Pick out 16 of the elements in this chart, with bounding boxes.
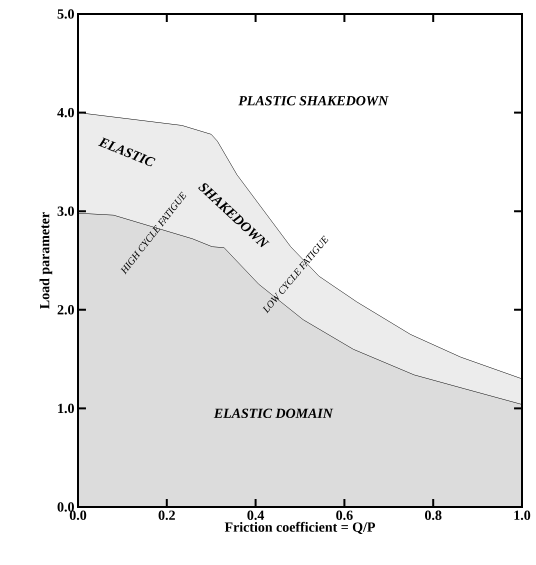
- x-tick-label: 0.8: [425, 510, 442, 520]
- y-tick-label: 0.0: [58, 502, 74, 512]
- y-tick-label: 3.0: [58, 206, 74, 216]
- annotation: PLASTIC SHAKEDOWN: [238, 96, 389, 106]
- y-tick-label: 4.0: [57, 108, 74, 118]
- y-tick-label: 2.0: [58, 305, 74, 315]
- annotation: ELASTIC DOMAIN: [214, 408, 334, 418]
- y-tick-label: 1.0: [58, 404, 74, 414]
- x-tick-label: 1.0: [514, 510, 530, 520]
- x-tick-label: 0.0: [70, 510, 86, 520]
- x-axis-title: Friction coefficient = Q/P: [224, 522, 376, 534]
- x-tick-label: 0.4: [247, 510, 264, 520]
- y-tick-label: 5.0: [58, 9, 74, 19]
- x-tick-label: 0.2: [158, 510, 175, 520]
- y-axis-title: Load parameter: [40, 212, 52, 309]
- x-tick-label: 0.6: [336, 510, 353, 520]
